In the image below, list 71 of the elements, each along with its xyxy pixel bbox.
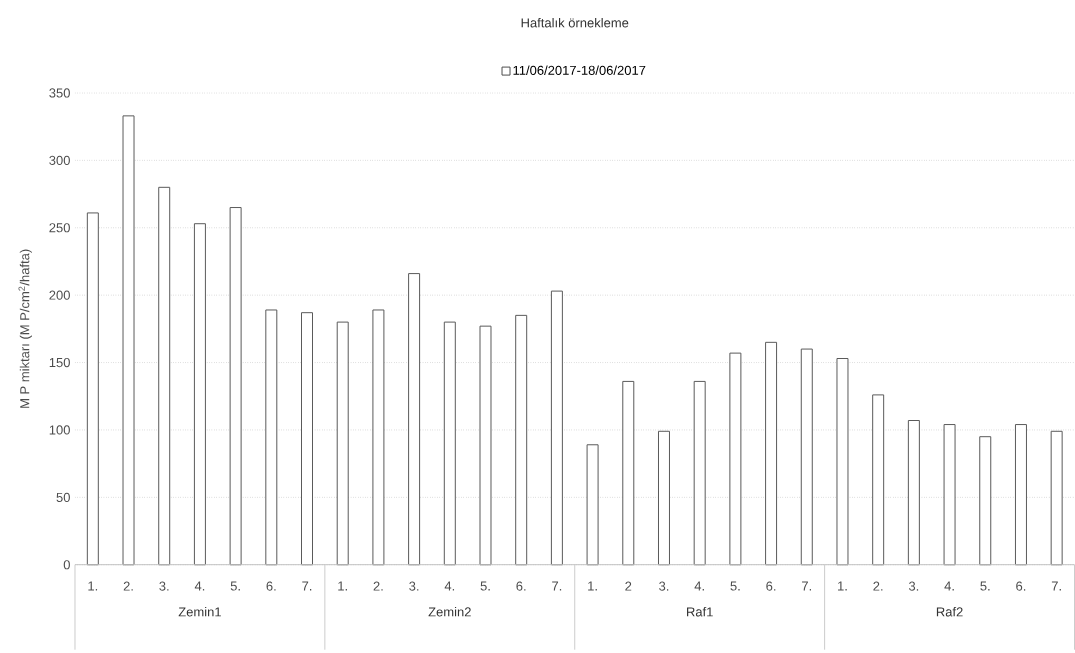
bar (193, 223, 206, 566)
bar (86, 212, 99, 566)
x-tick-label: 4. (194, 581, 205, 591)
x-tick-label: 1. (838, 581, 847, 591)
y-tick-label: 100 (49, 425, 70, 435)
bar (479, 325, 492, 566)
bar (550, 290, 563, 566)
bar (765, 341, 778, 566)
bar (836, 358, 849, 566)
text: Zemin1 (178, 607, 221, 617)
bar (622, 381, 635, 566)
x-tick-label: 3. (409, 581, 419, 591)
x-tick-label: 5. (480, 581, 490, 591)
x-tick-label: 1. (588, 581, 597, 591)
bar (657, 430, 670, 566)
chart-title: Haftalık örnekleme (521, 18, 629, 28)
x-tick-label: 3. (908, 581, 919, 591)
bar (229, 207, 242, 566)
bar (265, 309, 278, 566)
x-tick-label: 1. (338, 581, 347, 591)
x-tick-label: 5. (980, 581, 990, 591)
bar (729, 352, 742, 566)
x-tick-label: 4. (694, 581, 704, 591)
text: Raf1 (687, 607, 713, 617)
bar (1050, 430, 1063, 566)
y-tick-label: 350 (49, 88, 70, 98)
bar (1014, 424, 1027, 566)
x-tick-label: 7. (1051, 581, 1061, 591)
x-tick-label: 7. (302, 581, 312, 591)
x-tick-label: 4. (444, 581, 455, 591)
y-tick-label: 300 (49, 155, 70, 166)
bar (408, 273, 421, 566)
bar (800, 348, 813, 566)
y-tick-label: 0 (63, 560, 70, 570)
x-tick-label: 7. (552, 581, 562, 591)
bar (122, 115, 135, 566)
bar (586, 444, 599, 566)
x-tick-label: 2. (123, 581, 133, 591)
text: Zemin2 (428, 607, 471, 617)
y-tick-label: 250 (49, 223, 70, 233)
text: Raf2 (936, 607, 963, 617)
x-tick-label: 6. (266, 581, 276, 591)
y-tick-label: 50 (56, 492, 70, 503)
x-tick-label: 2. (873, 581, 883, 591)
y-axis-title: M P miktarı (M P/cm$^{2}$/hafta) (18, 249, 32, 408)
bar (336, 321, 349, 566)
x-tick-label: 7. (802, 581, 812, 591)
bar (515, 315, 528, 566)
x-tick-label: 3. (659, 581, 669, 591)
x-tick-label: 5. (230, 581, 240, 591)
x-tick-label: 6. (766, 581, 776, 591)
legend-label: 11/06/2017-18/06/2017 (513, 65, 646, 76)
x-tick-label: 4. (944, 581, 954, 591)
x-tick-label: 2 (625, 581, 632, 591)
x-tick-label: 1. (88, 581, 98, 591)
bar (907, 420, 920, 566)
bar (443, 321, 456, 566)
bar (372, 309, 385, 566)
bar (158, 186, 171, 566)
x-tick-label: 2. (373, 581, 383, 591)
bar (693, 381, 706, 566)
x-tick-label: 6. (1016, 581, 1026, 591)
bar (872, 394, 885, 566)
bar (301, 312, 314, 566)
y-tick-label: 150 (49, 358, 70, 368)
bar (943, 424, 956, 566)
y-tick-label: 200 (49, 290, 70, 300)
x-tick-label: 6. (516, 581, 526, 591)
bar (979, 436, 992, 566)
x-tick-label: 5. (730, 581, 740, 591)
x-tick-label: 3. (159, 581, 169, 591)
